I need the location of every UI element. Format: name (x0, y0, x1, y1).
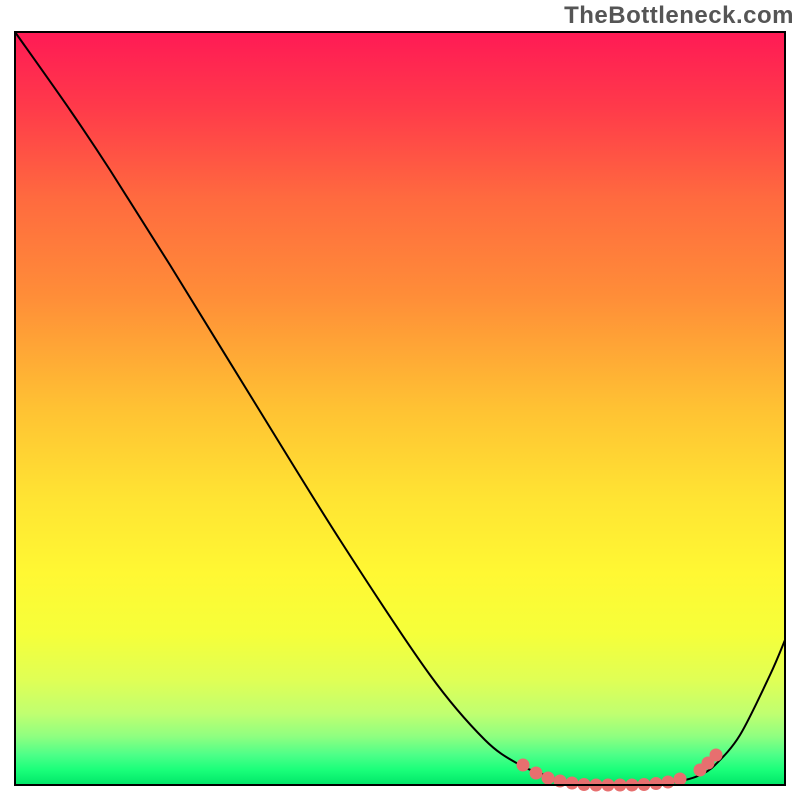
plot-area (15, 32, 785, 792)
plot-background (15, 32, 785, 785)
marker-dot (710, 749, 723, 762)
marker-dot (530, 767, 543, 780)
chart-svg (0, 0, 800, 800)
marker-dot (566, 777, 579, 790)
marker-dot (662, 776, 675, 789)
watermark-text: TheBottleneck.com (564, 2, 794, 30)
marker-dot (542, 772, 555, 785)
marker-dot (650, 777, 663, 790)
marker-dot (674, 773, 687, 786)
chart-container: TheBottleneck.com (0, 0, 800, 800)
marker-dot (517, 759, 530, 772)
